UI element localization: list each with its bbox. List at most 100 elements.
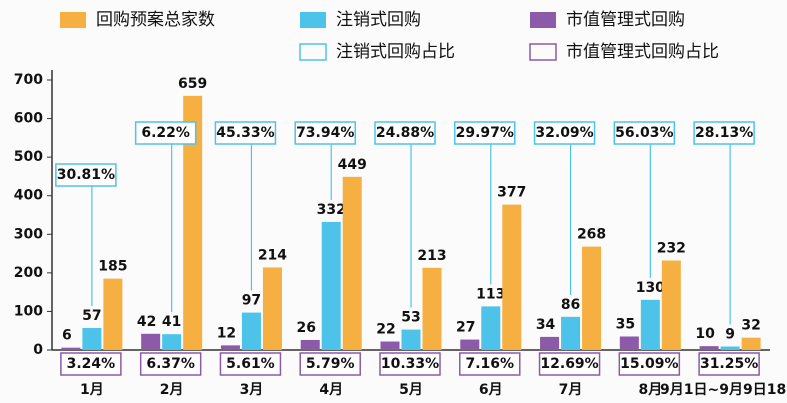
value-label: 130 bbox=[636, 280, 665, 296]
value-label: 32 bbox=[741, 318, 760, 334]
bar bbox=[162, 334, 182, 350]
value-label: 22 bbox=[376, 322, 395, 338]
ratio-label: 29.97% bbox=[456, 125, 514, 141]
x-tick-label: 6月 bbox=[479, 382, 503, 398]
ratio-label: 6.22% bbox=[141, 125, 190, 141]
legend-label: 注销式回购 bbox=[336, 10, 421, 30]
legend-swatch bbox=[529, 43, 557, 61]
x-tick-label: 2月 bbox=[160, 382, 184, 398]
bar bbox=[460, 339, 480, 350]
value-label: 57 bbox=[82, 308, 101, 324]
legend-label: 回购预案总家数 bbox=[96, 10, 215, 30]
x-tick-label: 9月1日~9月9日18时 bbox=[660, 381, 787, 398]
ratio-label: 73.94% bbox=[296, 125, 354, 141]
bar bbox=[582, 246, 602, 350]
legend-swatch bbox=[300, 12, 326, 28]
value-label: 86 bbox=[561, 297, 580, 313]
value-label: 232 bbox=[657, 241, 686, 257]
y-tick-label: 100 bbox=[14, 303, 43, 319]
y-tick-label: 400 bbox=[14, 188, 43, 204]
y-tick-label: 500 bbox=[14, 149, 43, 165]
value-label: 113 bbox=[476, 286, 505, 302]
bar bbox=[321, 221, 341, 350]
ratio-box bbox=[618, 352, 681, 376]
ratio-box bbox=[214, 121, 277, 145]
ratio-label: 15.09% bbox=[620, 356, 678, 372]
x-tick-label: 7月 bbox=[559, 382, 583, 398]
value-label: 268 bbox=[577, 227, 606, 243]
y-tick-label: 700 bbox=[14, 72, 43, 88]
value-label: 12 bbox=[217, 325, 236, 341]
value-label: 53 bbox=[401, 310, 420, 326]
value-label: 185 bbox=[98, 259, 127, 275]
x-tick-label: 5月 bbox=[399, 382, 423, 398]
bar bbox=[82, 328, 102, 350]
bar bbox=[619, 336, 639, 350]
bar bbox=[380, 341, 400, 350]
bar bbox=[422, 267, 442, 350]
y-tick-label: 600 bbox=[14, 111, 43, 127]
bar bbox=[262, 267, 282, 350]
legend-label: 市值管理式回购 bbox=[566, 10, 685, 30]
value-label: 41 bbox=[162, 314, 181, 330]
ratio-label: 10.33% bbox=[381, 356, 439, 372]
value-label: 377 bbox=[497, 185, 526, 201]
ratio-box bbox=[294, 121, 356, 145]
value-label: 9 bbox=[725, 327, 735, 343]
bar bbox=[401, 329, 421, 350]
x-tick-label: 4月 bbox=[319, 382, 343, 398]
y-tick-label: 0 bbox=[33, 342, 43, 358]
bar bbox=[661, 260, 681, 350]
bar bbox=[61, 347, 81, 350]
ratio-label: 6.37% bbox=[146, 356, 195, 372]
value-label: 6 bbox=[62, 328, 72, 344]
ratio-box bbox=[698, 352, 760, 376]
bar bbox=[561, 316, 581, 350]
ratio-label: 7.16% bbox=[465, 356, 514, 372]
ratio-box bbox=[60, 352, 122, 376]
ratio-box bbox=[299, 352, 361, 376]
ratio-label: 31.25% bbox=[700, 356, 758, 372]
ratio-label: 30.81% bbox=[57, 167, 115, 183]
x-tick-label: 3月 bbox=[240, 382, 264, 398]
bar bbox=[141, 333, 161, 350]
ratio-label: 45.33% bbox=[216, 125, 274, 141]
ratio-box bbox=[613, 121, 676, 145]
value-label: 449 bbox=[338, 157, 367, 173]
ratio-label: 32.09% bbox=[535, 125, 593, 141]
ratio-box bbox=[139, 352, 202, 376]
bar bbox=[640, 299, 660, 350]
value-label: 35 bbox=[616, 317, 635, 333]
value-label: 659 bbox=[178, 76, 207, 92]
ratio-label: 3.24% bbox=[67, 356, 116, 372]
bar bbox=[220, 345, 240, 350]
y-tick-label: 200 bbox=[14, 265, 43, 281]
ratio-label: 28.13% bbox=[695, 125, 753, 141]
ratio-box bbox=[454, 121, 516, 145]
ratio-box bbox=[55, 163, 117, 187]
ratio-box bbox=[379, 352, 441, 376]
ratio-box bbox=[693, 121, 755, 145]
ratio-box bbox=[538, 352, 601, 376]
ratio-label: 5.79% bbox=[306, 356, 355, 372]
value-label: 214 bbox=[258, 247, 287, 263]
bar bbox=[183, 95, 203, 350]
value-label: 332 bbox=[317, 202, 346, 218]
ratio-label: 24.88% bbox=[376, 125, 434, 141]
bar bbox=[540, 336, 560, 350]
bar bbox=[103, 278, 123, 350]
ratio-label: 56.03% bbox=[615, 125, 673, 141]
x-tick-label: 1月 bbox=[80, 382, 104, 398]
legend-swatch bbox=[60, 12, 86, 28]
ratio-label: 5.61% bbox=[226, 356, 275, 372]
ratio-box bbox=[219, 352, 282, 376]
x-tick-label: 8月 bbox=[638, 382, 662, 398]
bar bbox=[502, 204, 522, 350]
value-label: 34 bbox=[536, 317, 556, 333]
legend-label: 注销式回购占比 bbox=[336, 42, 455, 62]
value-label: 42 bbox=[137, 314, 156, 330]
bar bbox=[241, 312, 261, 350]
bar bbox=[481, 306, 501, 350]
value-label: 10 bbox=[695, 326, 715, 342]
